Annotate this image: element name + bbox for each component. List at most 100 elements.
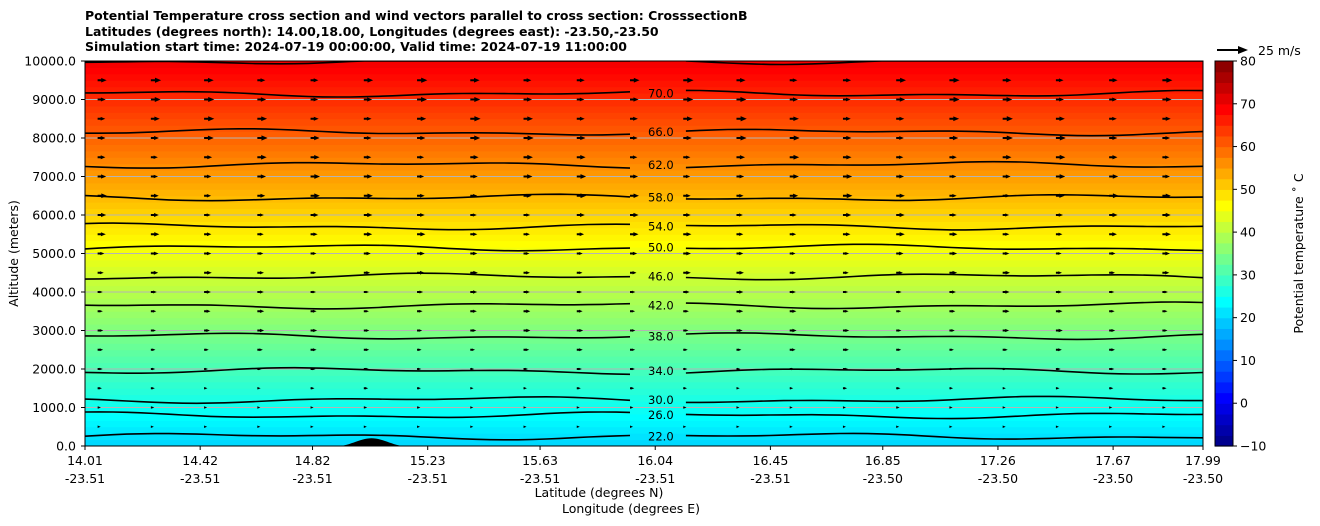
wind-vector — [949, 387, 954, 390]
wind-vector — [204, 116, 215, 122]
wind-vector — [896, 116, 905, 121]
wind-vector — [1109, 290, 1115, 294]
temperature-band — [85, 368, 1203, 376]
contour-line — [685, 412, 1203, 420]
wind-vector — [896, 174, 905, 179]
temperature-band — [85, 240, 1203, 248]
x-axis-label-latitude: Latitude (degrees N) — [535, 485, 664, 500]
wind-vector — [363, 348, 370, 352]
wind-vector — [896, 329, 902, 332]
contour-label: 54.0 — [648, 220, 674, 234]
temperature-band — [85, 419, 1203, 428]
temperature-band — [85, 374, 1203, 383]
wind-vector — [310, 290, 316, 294]
wind-vector — [949, 251, 958, 256]
wind-vector — [523, 290, 530, 294]
temperature-band — [85, 208, 1203, 216]
wind-vector — [630, 290, 636, 294]
wind-vector — [630, 97, 639, 102]
wind-vector — [576, 193, 587, 199]
wind-vector — [683, 116, 693, 122]
colorbar-level — [1215, 403, 1233, 415]
contour-label: 38.0 — [648, 329, 674, 343]
wind-vector — [683, 232, 692, 237]
wind-vector — [257, 213, 264, 217]
temperature-band — [85, 400, 1203, 408]
temperature-band — [85, 137, 1203, 145]
temperature-band — [85, 188, 1203, 197]
wind-vector — [257, 251, 264, 256]
wind-vector — [896, 309, 902, 313]
wind-vector — [842, 155, 852, 160]
wind-vector — [842, 193, 853, 199]
wind-vector — [1109, 271, 1115, 275]
colorbar-level — [1215, 392, 1233, 404]
contour-label: 50.0 — [648, 241, 674, 255]
wind-vector — [576, 406, 580, 409]
wind-vector — [204, 348, 209, 351]
colorbar-label: Potential temperature ˚ C — [1291, 173, 1306, 334]
wind-vector — [1109, 328, 1116, 333]
wind-vector — [150, 193, 159, 198]
wind-vector — [1109, 155, 1118, 160]
wind-vector — [683, 406, 687, 409]
wind-vector — [896, 271, 903, 275]
wind-vector — [1162, 367, 1167, 371]
title-line-2: Latitudes (degrees north): 14.00,18.00, … — [85, 23, 659, 39]
wind-vector — [683, 251, 691, 256]
wind-vector — [789, 232, 797, 236]
y-tick-label: 9000.0 — [32, 92, 76, 107]
wind-vector — [1109, 406, 1113, 409]
contour-line — [85, 366, 631, 376]
wind-vector — [1055, 290, 1062, 294]
wind-vector — [363, 387, 369, 390]
x-tick-label-lat: 16.04 — [637, 453, 673, 468]
wind-vector — [204, 309, 211, 313]
wind-vector — [417, 425, 421, 428]
colorbar-level — [1215, 264, 1233, 276]
wind-vector — [1002, 78, 1012, 83]
wind-vector — [363, 174, 373, 179]
wind-vector — [310, 309, 317, 313]
wind-vector — [949, 329, 955, 332]
wind-vector — [683, 174, 691, 179]
wind-vector — [523, 309, 531, 313]
wind-vector — [896, 136, 904, 140]
contour-line — [685, 243, 1203, 252]
contour-line — [85, 222, 631, 231]
wind-vector — [204, 270, 212, 275]
wind-vector — [363, 309, 369, 313]
wind-vector — [949, 213, 957, 217]
wind-vector — [842, 271, 849, 275]
temperature-band — [85, 220, 1203, 229]
colorbar-tick-label: 0 — [1240, 396, 1248, 411]
wind-vector — [204, 387, 208, 390]
y-tick-label: 8000.0 — [32, 131, 76, 146]
temperature-band — [85, 195, 1203, 203]
wind-vector — [1055, 116, 1065, 121]
temperature-band — [85, 304, 1203, 312]
wind-vector — [97, 387, 102, 390]
temperature-band — [85, 291, 1203, 299]
wind-vector — [523, 97, 533, 102]
terrain — [337, 438, 406, 446]
wind-vector — [683, 309, 689, 313]
wind-vector — [842, 251, 850, 256]
wind-vector — [842, 387, 848, 390]
wind-vector — [576, 232, 585, 237]
wind-vector — [789, 116, 799, 122]
colorbar-tick-label: 40 — [1240, 225, 1256, 240]
contour-line — [85, 332, 631, 340]
wind-vector — [257, 193, 266, 198]
wind-vector — [363, 77, 374, 83]
wind-vector — [896, 97, 906, 102]
temperature-band — [85, 246, 1203, 254]
wind-vector — [1055, 328, 1063, 333]
y-tick-label: 3000.0 — [32, 323, 76, 338]
wind-vector — [576, 97, 585, 102]
wind-vector — [310, 97, 319, 102]
wind-vector — [97, 309, 103, 313]
wind-vector — [523, 328, 531, 333]
wind-vector — [97, 77, 107, 83]
wind-vector — [576, 252, 583, 255]
